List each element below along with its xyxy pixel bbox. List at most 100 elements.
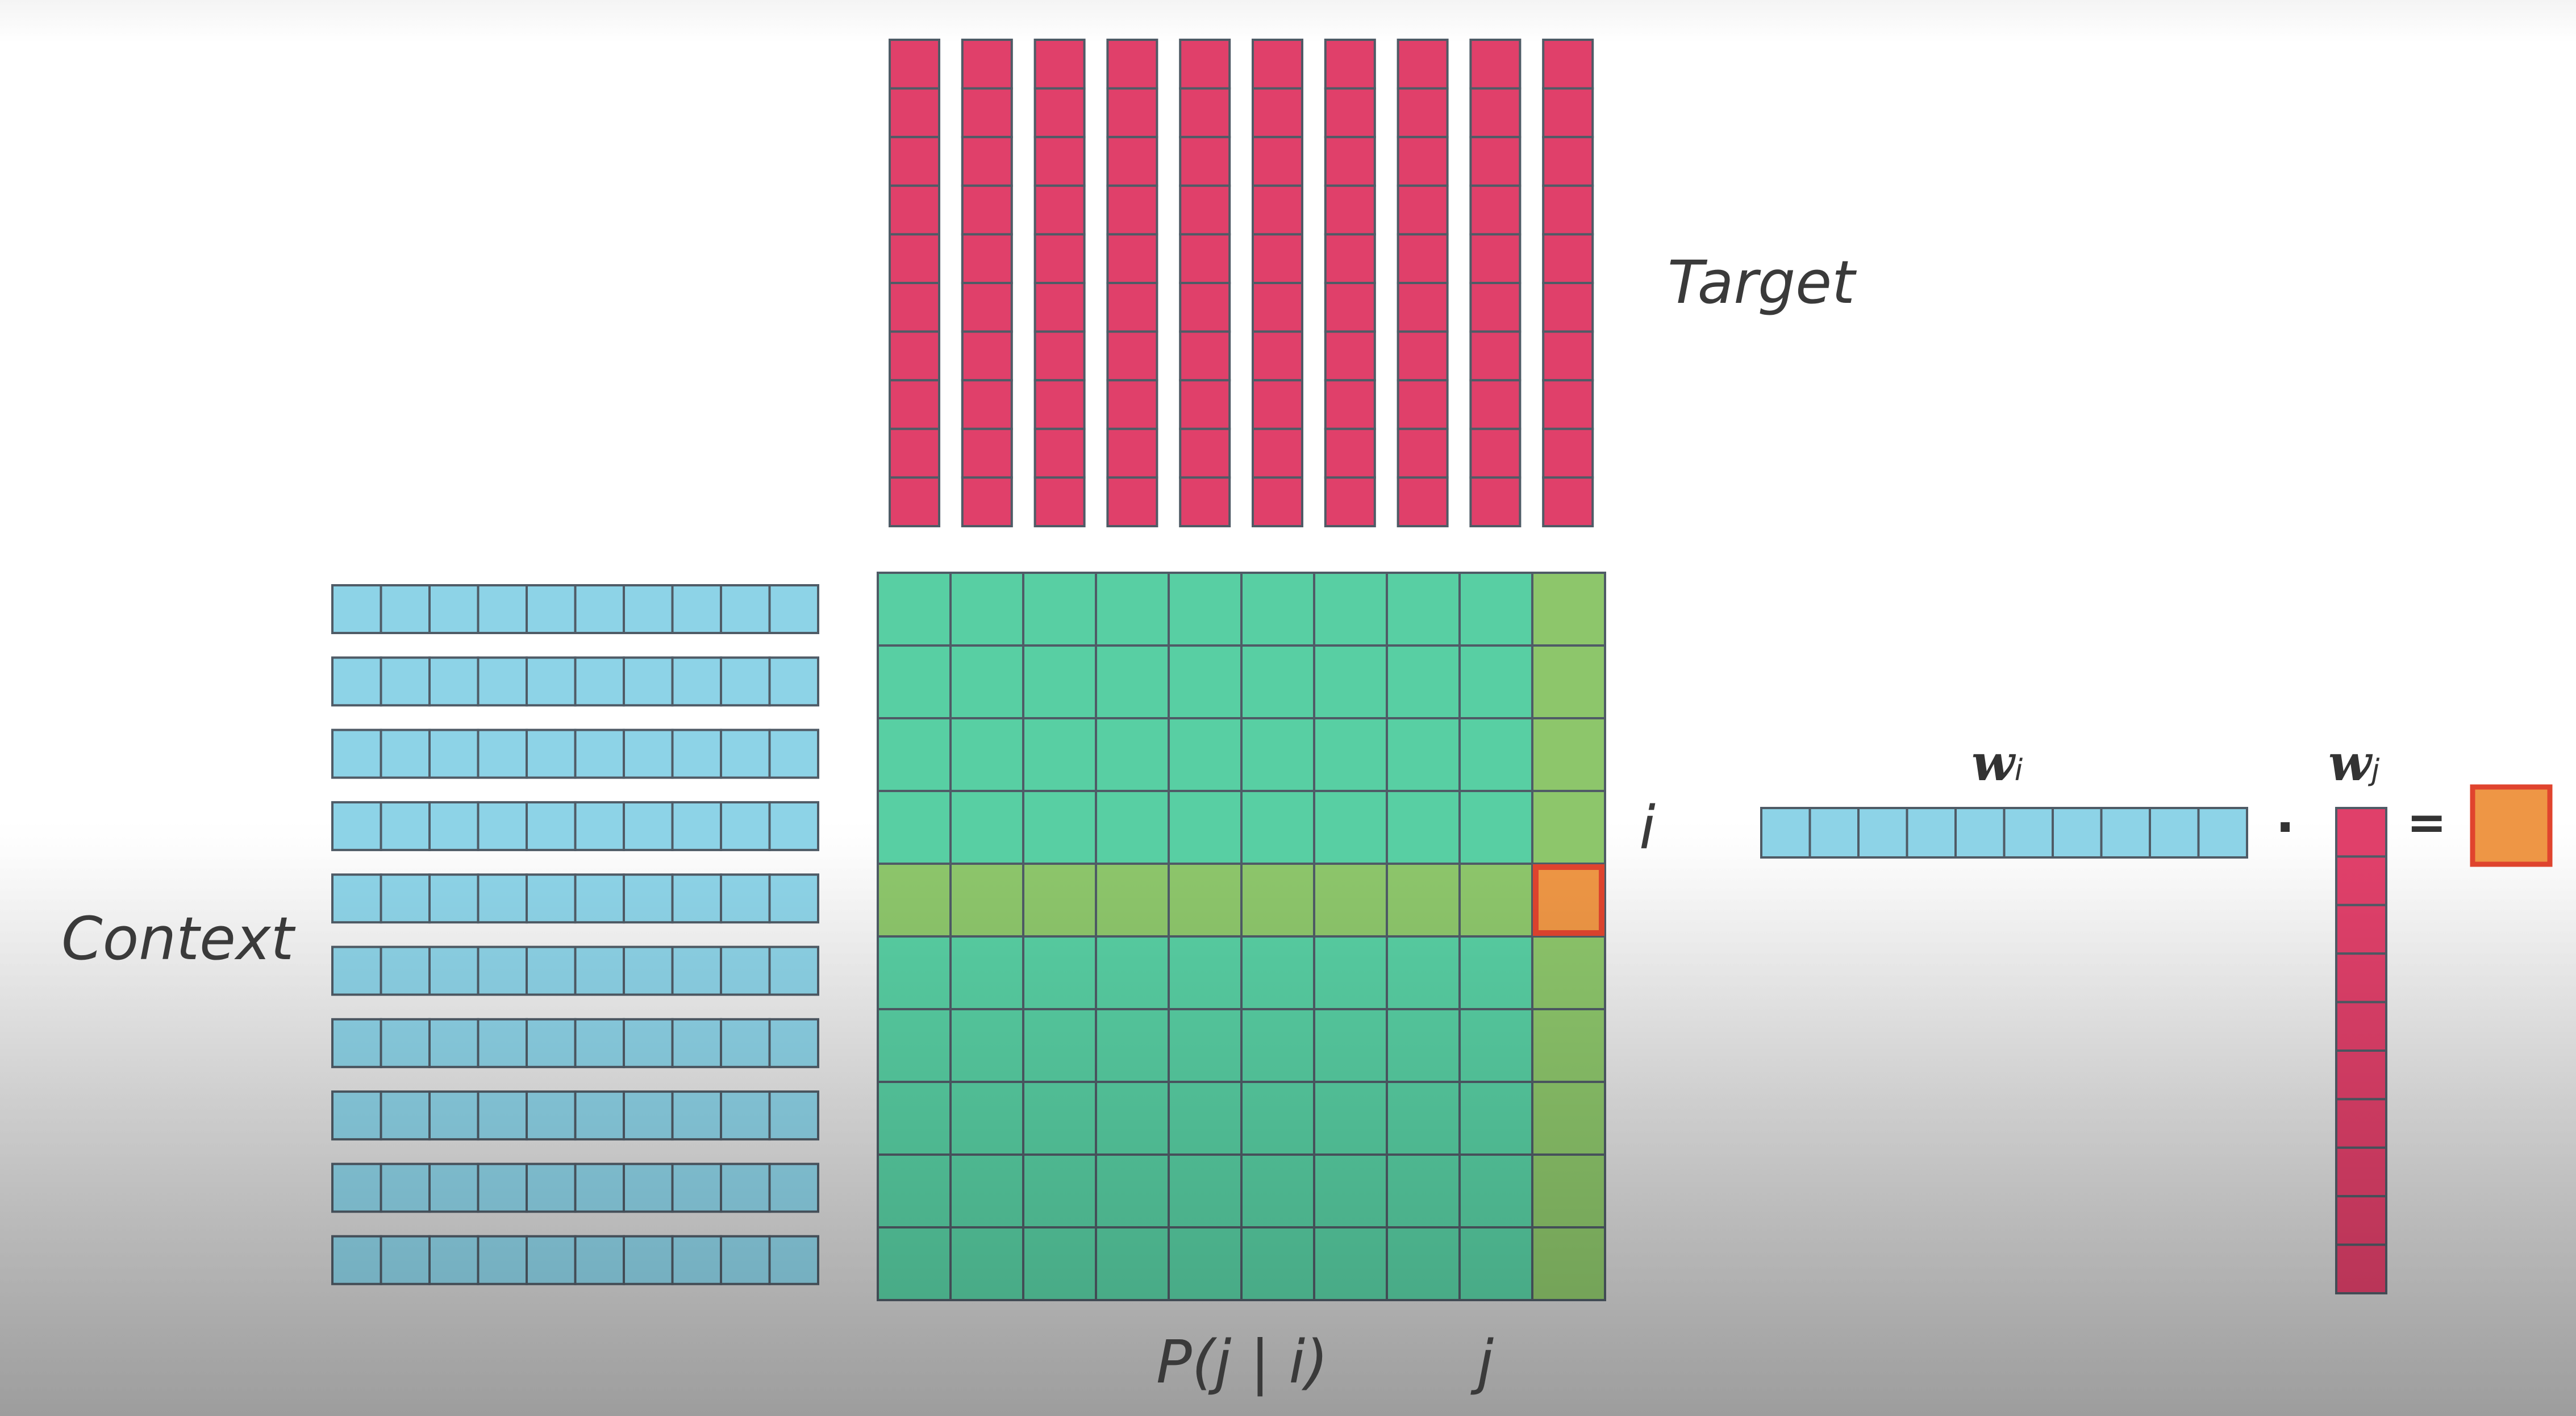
target-vector-cell (1324, 87, 1376, 139)
context-vector-cell (623, 1235, 674, 1285)
target-vector-cell (1106, 39, 1158, 90)
target-vector-cell (889, 184, 940, 236)
matrix-cell (1386, 790, 1461, 865)
wi-vector (1760, 807, 2248, 859)
context-vector-cell (720, 946, 771, 996)
target-vector-cell (1469, 87, 1522, 139)
target-vector-cell (1397, 136, 1449, 187)
matrix-highlight-cell (1095, 863, 1170, 938)
target-vector-cell (1033, 39, 1086, 90)
matrix-cell (1386, 1226, 1461, 1301)
target-vector-cell (1252, 184, 1303, 236)
context-vector-cell (331, 728, 382, 779)
wj-vector-cell (2335, 1243, 2387, 1295)
matrix-cell (1458, 1226, 1533, 1301)
matrix-highlight-cell (877, 863, 952, 938)
matrix-cell (1095, 1081, 1170, 1156)
context-vector-cell (331, 656, 382, 707)
target-vector-cell (1469, 379, 1522, 430)
target-vector-cell (1106, 184, 1158, 236)
wi-label: wi (1971, 738, 2023, 788)
context-vector-cell (526, 1235, 577, 1285)
matrix-cell (1095, 790, 1170, 865)
target-vector-cell (1397, 427, 1449, 479)
context-vector-cell (380, 801, 431, 851)
matrix-cell (877, 1226, 952, 1301)
target-vector-cell (1469, 39, 1522, 90)
matrix-cell (1095, 1153, 1170, 1228)
matrix-cell (1313, 644, 1388, 719)
matrix-highlight-cell (1531, 572, 1606, 647)
context-vector-cell (623, 873, 674, 924)
target-vector-cell (1542, 427, 1594, 479)
wj-vector-cell (2335, 1049, 2387, 1101)
context-vector-cell (768, 873, 819, 924)
context-vector-cell (477, 728, 528, 779)
context-vector-cell (671, 1235, 722, 1285)
matrix-cell (1240, 572, 1315, 647)
matrix-cell (949, 1153, 1024, 1228)
context-vector-cell (380, 1163, 431, 1213)
matrix-highlight-cell (1386, 863, 1461, 938)
matrix-cell (949, 935, 1024, 1010)
target-vector-cell (1252, 282, 1303, 333)
matrix-cell (1095, 644, 1170, 719)
context-vector-cell (720, 1090, 771, 1141)
matrix-cell (1313, 935, 1388, 1010)
target-vector-cell (1252, 330, 1303, 382)
target-vector-cell (1106, 136, 1158, 187)
context-vector-cell (623, 728, 674, 779)
matrix-cell (1168, 1153, 1243, 1228)
matrix-cell (949, 790, 1024, 865)
target-vector-cell (1324, 39, 1376, 90)
target-vector-cell (1397, 476, 1449, 528)
target-vector-cell (1397, 87, 1449, 139)
context-vector-cell (720, 584, 771, 634)
context-vector-cell (768, 656, 819, 707)
wj-vector-cell (2335, 952, 2387, 1003)
target-vector-cell (1542, 233, 1594, 284)
context-vector-cell (768, 1235, 819, 1285)
wi-subscript: i (2014, 753, 2023, 788)
matrix-cell (1386, 935, 1461, 1010)
target-vector-cell (1033, 282, 1086, 333)
context-vector-cell (574, 728, 625, 779)
context-vector-cell (671, 656, 722, 707)
context-vector-cell (526, 1018, 577, 1068)
matrix-cell (1313, 790, 1388, 865)
matrix-cell (949, 717, 1024, 792)
matrix-highlight-cell (1531, 1081, 1606, 1156)
target-vector-cell (1252, 87, 1303, 139)
wi-vector-cell (2003, 807, 2054, 859)
wj-vector-cell (2335, 1195, 2387, 1246)
target-vector-cell (1542, 476, 1594, 528)
target-vector-cell (1469, 282, 1522, 333)
target-label: Target (1668, 248, 1855, 317)
matrix-cell (1386, 1153, 1461, 1228)
target-vector-cell (1106, 427, 1158, 479)
target-vector-cell (1033, 87, 1086, 139)
matrix-cell (877, 790, 952, 865)
context-vector-cell (623, 584, 674, 634)
matrix-cell (1458, 644, 1533, 719)
target-vector-cell (1033, 233, 1086, 284)
matrix-cell (1022, 1081, 1097, 1156)
target-vector-cell (889, 427, 940, 479)
context-vector-cell (768, 1163, 819, 1213)
context-vector-cell (671, 1090, 722, 1141)
context-vector-cell (428, 584, 480, 634)
wi-vector-cell (2197, 807, 2248, 859)
context-vector-cell (331, 1018, 382, 1068)
matrix-cell (1386, 644, 1461, 719)
wj-vector-cell (2335, 1098, 2387, 1149)
matrix-cell (1095, 572, 1170, 647)
matrix-cell (1022, 1226, 1097, 1301)
matrix-cell (1022, 1008, 1097, 1083)
target-vector-cell (961, 136, 1013, 187)
context-vector-cell (331, 584, 382, 634)
target-vector-cell (1252, 233, 1303, 284)
wj-vector (2335, 807, 2387, 1295)
context-vectors (331, 584, 819, 1285)
target-vector-cell (1324, 330, 1376, 382)
matrix-cell (1458, 572, 1533, 647)
